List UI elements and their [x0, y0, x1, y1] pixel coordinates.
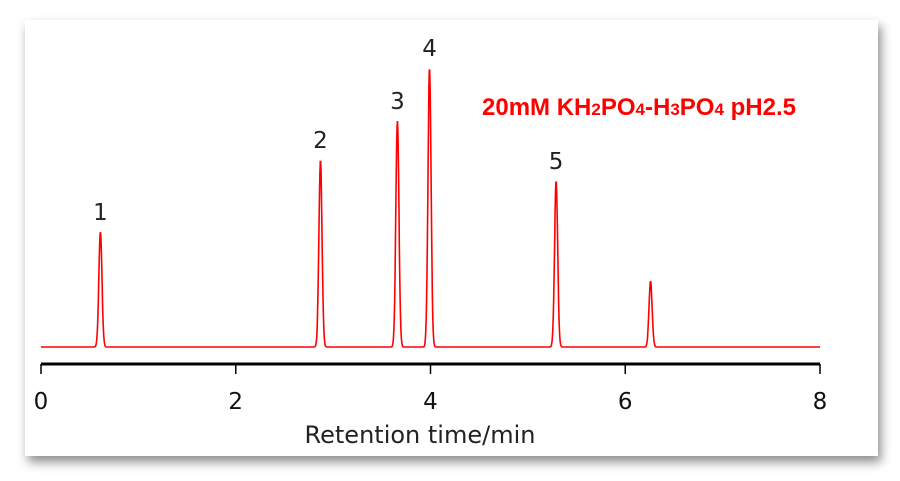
x-tick-label: 8 [813, 389, 828, 415]
peak-label: 1 [93, 200, 108, 226]
peak-label: 5 [549, 149, 564, 175]
x-tick-label: 2 [228, 389, 243, 415]
peak-label: 4 [422, 36, 437, 62]
chart-card [25, 20, 878, 456]
chromatogram-trace [41, 69, 820, 348]
x-tick-label: 6 [618, 389, 633, 415]
peak-label: 3 [390, 89, 405, 115]
chart-title: 20mM KH2PO4-H3PO4 pH2.5 [482, 94, 796, 121]
x-tick-label: 4 [423, 389, 438, 415]
x-tick-label: 0 [34, 389, 49, 415]
peak-label: 2 [313, 128, 328, 154]
x-axis-label: Retention time/min [305, 421, 536, 449]
